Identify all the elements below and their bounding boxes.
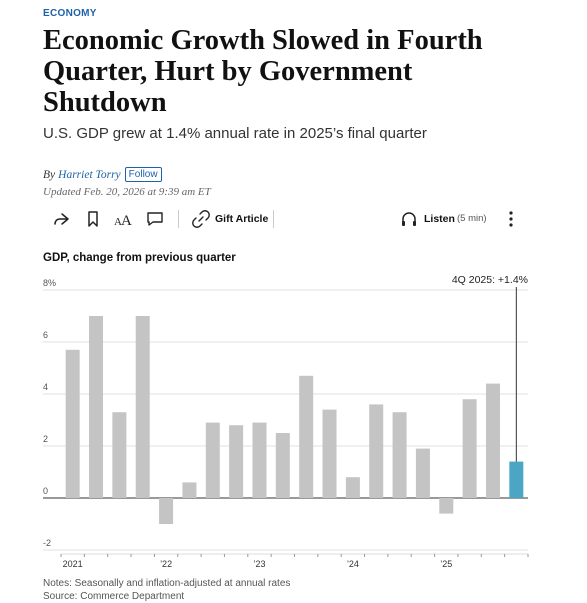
bar-3Q-2024	[392, 412, 407, 498]
bar-3Q-2025	[485, 383, 500, 498]
headline: Economic Growth Slowed in Fourth Quarter…	[43, 25, 483, 118]
bar-2Q-2025	[462, 399, 477, 498]
notes-line: Notes: Seasonally and inflation-adjusted…	[43, 578, 291, 589]
x-tick-label: ’23	[253, 559, 265, 569]
bar-3Q-2023	[299, 375, 314, 498]
article-toolbar: A A Gift Article Listen (5 min)	[43, 205, 523, 233]
bar-4Q-2023	[322, 409, 337, 498]
dek-subheadline: U.S. GDP grew at 1.4% annual rate in 202…	[43, 125, 427, 142]
bar-2Q-2024	[369, 404, 384, 498]
x-tick-label: ’25	[440, 559, 452, 569]
y-tick-label: 8%	[43, 278, 56, 288]
bar-2Q-2023	[275, 433, 290, 498]
svg-text:A: A	[114, 216, 122, 228]
y-tick-label: 2	[43, 434, 48, 444]
y-tick-label: 0	[43, 486, 48, 496]
bar-1Q-2022	[159, 498, 174, 524]
bar-4Q-2021	[135, 316, 150, 498]
x-tick-label: ’24	[347, 559, 359, 569]
bar-4Q-2024	[415, 448, 430, 498]
chart-title: GDP, change from previous quarter	[43, 252, 236, 264]
y-tick-label: 6	[43, 330, 48, 340]
x-tick-label: ’22	[160, 559, 172, 569]
section-label[interactable]: ECONOMY	[43, 8, 97, 19]
chart-notes: Notes: Seasonally and inflation-adjusted…	[43, 577, 290, 603]
bar-4Q-2022	[229, 425, 244, 498]
bar-2Q-2021	[89, 316, 104, 498]
bar-2Q-2022	[182, 482, 197, 498]
bar-1Q-2023	[252, 422, 267, 498]
comment-icon[interactable]	[145, 209, 165, 229]
bar-4Q-2025	[509, 461, 524, 498]
toolbar-divider	[273, 210, 274, 228]
source-line: Source: Commerce Department	[43, 591, 185, 602]
author-link[interactable]: Harriet Torry	[58, 168, 121, 181]
more-options-icon[interactable]	[501, 209, 521, 229]
headphones-icon[interactable]	[399, 209, 419, 229]
bar-1Q-2025	[439, 498, 454, 514]
listen-button[interactable]: Listen	[424, 213, 455, 225]
updated-timestamp: Updated Feb. 20, 2026 at 9:39 am ET	[43, 186, 211, 198]
text-size-icon[interactable]: A A	[113, 209, 133, 229]
bookmark-icon[interactable]	[83, 209, 103, 229]
annotation-label: 4Q 2025: +1.4%	[452, 274, 528, 286]
byline: By Harriet Torry Follow	[43, 167, 162, 182]
bar-3Q-2021	[112, 412, 127, 498]
bar-3Q-2022	[205, 422, 220, 498]
y-tick-label: -2	[43, 538, 51, 548]
y-tick-label: 4	[43, 382, 48, 392]
x-tick-label: 2021	[63, 559, 83, 569]
bar-1Q-2021	[65, 349, 80, 498]
byline-prefix: By	[43, 168, 56, 181]
listen-duration: (5 min)	[457, 213, 487, 224]
share-icon[interactable]	[51, 209, 71, 229]
svg-text:A: A	[121, 213, 132, 229]
gift-link-icon[interactable]	[191, 209, 211, 229]
toolbar-divider	[178, 210, 179, 228]
follow-button[interactable]: Follow	[124, 167, 162, 182]
gift-article-button[interactable]: Gift Article	[215, 213, 269, 225]
bar-1Q-2024	[345, 477, 360, 498]
